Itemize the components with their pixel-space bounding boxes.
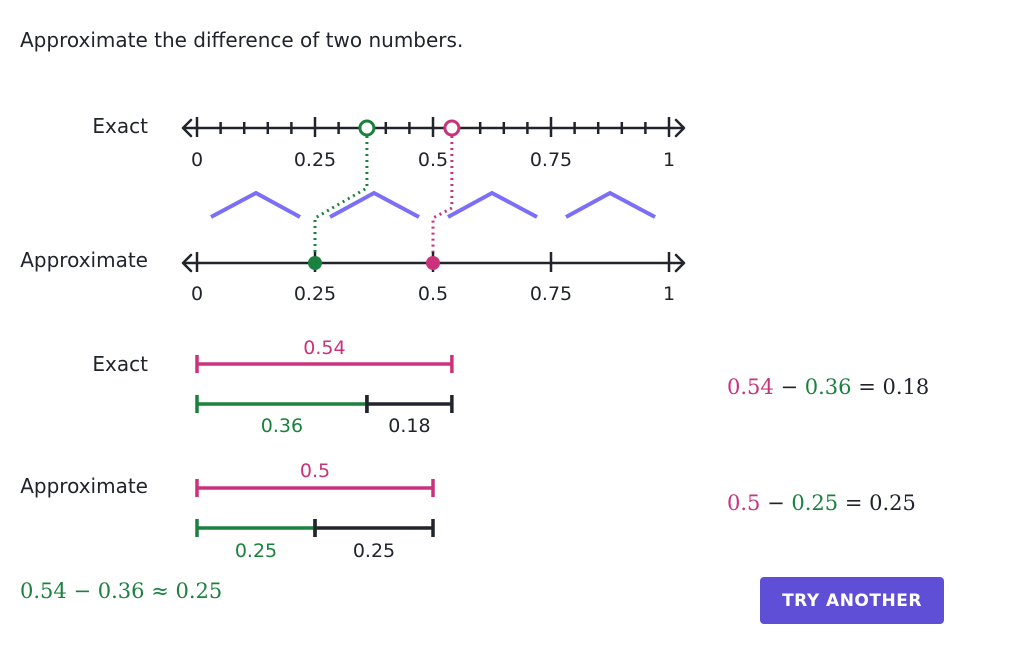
tick-label: 0.5 xyxy=(418,283,448,305)
tick-label: 0.25 xyxy=(294,149,336,171)
exact-equation: 0.54 − 0.36 = 0.18 xyxy=(727,375,929,399)
chevron-icon xyxy=(565,190,656,219)
left-arrow-icon xyxy=(181,118,193,138)
exact-difference-label: 0.18 xyxy=(388,415,430,437)
right-arrow-icon xyxy=(674,253,686,273)
exact-part-bar xyxy=(195,395,369,413)
chevron-icon xyxy=(447,190,538,219)
exact-part-label: 0.36 xyxy=(261,415,303,437)
exact-total-bar xyxy=(195,355,454,373)
exact-equation-eq: = xyxy=(858,375,876,399)
exact-difference-bar xyxy=(365,395,454,413)
tick-label: 1 xyxy=(663,283,675,305)
approx-total-bar xyxy=(195,479,435,497)
approx-equation: 0.5 − 0.25 = 0.25 xyxy=(727,491,916,515)
pink-rounding-path xyxy=(431,136,454,256)
exact-bar-model: 0.54 0.36 0.18 xyxy=(195,337,454,437)
summary-equation-result: 0.25 xyxy=(175,579,223,603)
summary-equation-a: 0.54 xyxy=(20,579,67,603)
approx-equation-eq: = xyxy=(844,491,863,515)
approx-total-label: 0.5 xyxy=(300,460,330,482)
approx-equation-a: 0.5 xyxy=(727,491,761,515)
exact-total-label: 0.54 xyxy=(303,337,345,359)
approx-equation-b: 0.25 xyxy=(791,491,839,515)
tick-label: 0 xyxy=(191,283,203,305)
try-another-button[interactable]: TRY ANOTHER xyxy=(760,577,944,624)
tick-label: 1 xyxy=(663,149,675,171)
exact-equation-result: 0.18 xyxy=(882,375,930,399)
exact-number-line: 0 0.25 0.5 0.75 1 xyxy=(181,117,686,171)
tick-label: 0 xyxy=(191,149,203,171)
chevron-icon xyxy=(329,190,420,219)
tick-label: 0.5 xyxy=(418,149,448,171)
summary-equation-eq: ≈ xyxy=(151,579,169,603)
approx-equation-op: − xyxy=(767,491,785,515)
approx-difference-label: 0.25 xyxy=(353,540,395,562)
left-arrow-icon xyxy=(181,253,193,273)
exact-minuend-point[interactable] xyxy=(443,119,461,137)
exact-equation-a: 0.54 xyxy=(727,375,774,399)
approx-subtrahend-point xyxy=(308,256,322,270)
approximate-bars-label: Approximate xyxy=(20,474,148,498)
exact-equation-op: − xyxy=(780,375,799,399)
summary-equation-b: 0.36 xyxy=(97,579,145,603)
exact-subtrahend-point[interactable] xyxy=(358,119,376,137)
exact-line-label: Exact xyxy=(92,114,148,138)
right-arrow-icon xyxy=(674,118,686,138)
approx-difference-bar xyxy=(313,519,435,537)
approx-part-bar xyxy=(195,519,317,537)
approximate-line-label: Approximate xyxy=(20,248,148,272)
approx-equation-result: 0.25 xyxy=(869,491,916,515)
green-rounding-path xyxy=(313,136,369,256)
approx-minuend-point xyxy=(426,256,440,270)
instruction-text: Approximate the difference of two number… xyxy=(20,28,464,52)
summary-equation-op: − xyxy=(73,579,92,603)
tick-label: 0.25 xyxy=(294,283,336,305)
tick-label: 0.75 xyxy=(530,283,572,305)
summary-equation: 0.54 − 0.36 ≈ 0.25 xyxy=(20,579,222,603)
approximate-bar-model: 0.5 0.25 0.25 xyxy=(195,460,435,562)
rounding-chevrons xyxy=(210,190,656,219)
tick-label: 0.75 xyxy=(530,149,572,171)
chevron-icon xyxy=(210,190,301,219)
exact-bars-label: Exact xyxy=(92,352,148,376)
exact-equation-b: 0.36 xyxy=(804,375,852,399)
approx-part-label: 0.25 xyxy=(235,540,277,562)
